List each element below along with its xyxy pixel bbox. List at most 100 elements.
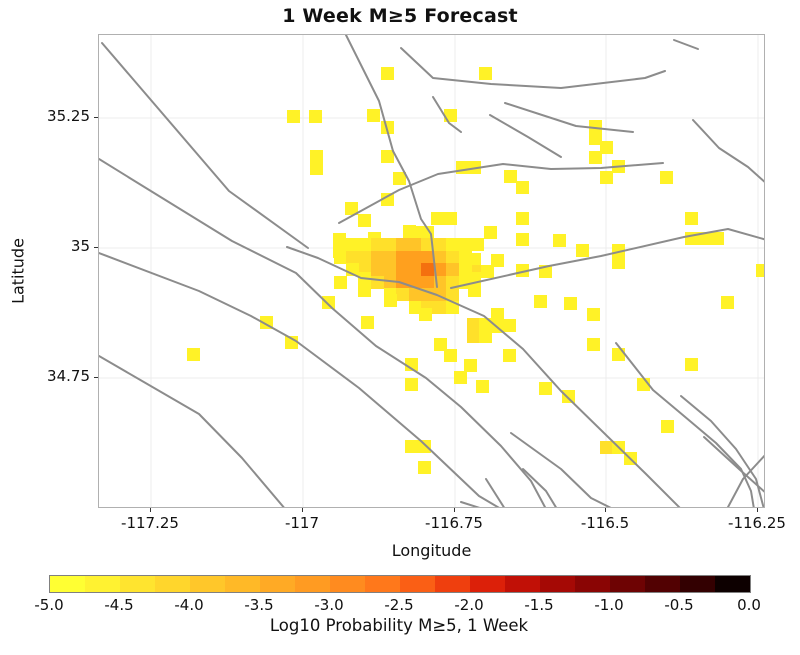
heatmap-cell: [491, 308, 504, 321]
fault-line: [345, 35, 438, 288]
heatmap-cell: [409, 251, 422, 264]
heatmap-cell: [381, 193, 394, 206]
heatmap-canvas: [99, 35, 764, 507]
heatmap-cell: [587, 308, 600, 321]
heatmap-cell: [600, 171, 613, 184]
fault-line: [673, 39, 699, 50]
colorbar-tick-label: -5.0: [34, 596, 64, 614]
heatmap-cell: [371, 263, 384, 276]
x-tick-mark: [757, 508, 758, 512]
heatmap-cell: [418, 440, 431, 453]
fault-line: [703, 436, 764, 493]
x-tick-mark: [302, 508, 303, 512]
colorbar-tick-label: -3.5: [244, 596, 274, 614]
heatmap-cell: [471, 238, 484, 251]
x-tick-mark: [150, 508, 151, 512]
heatmap-cell: [409, 226, 422, 239]
y-tick-label: 35.25: [47, 107, 90, 125]
heatmap-cell: [467, 318, 480, 331]
heatmap-cell: [381, 121, 394, 134]
heatmap-cell: [381, 150, 394, 163]
heatmap-cell: [534, 295, 547, 308]
heatmap-cell: [310, 150, 323, 163]
heatmap-cell: [434, 251, 447, 264]
colorbar-segment: [645, 576, 680, 592]
fault-line: [99, 252, 500, 507]
heatmap-cell: [418, 461, 431, 474]
heatmap-cell: [711, 232, 724, 245]
heatmap-cell: [459, 251, 472, 264]
heatmap-cell: [396, 263, 409, 276]
heatmap-cell: [409, 238, 422, 251]
fault-line: [680, 395, 764, 507]
heatmap-cell: [409, 301, 422, 314]
heatmap-cell: [444, 349, 457, 362]
heatmap-cell: [587, 338, 600, 351]
colorbar-segment: [575, 576, 610, 592]
fault-line: [99, 355, 285, 507]
colorbar-tick-label: -3.0: [314, 596, 344, 614]
heatmap-cell: [481, 265, 494, 278]
fault-line: [460, 501, 481, 507]
heatmap-cell: [446, 288, 459, 301]
heatmap-cell: [334, 251, 347, 264]
y-tick-mark: [94, 377, 98, 378]
colorbar-segment: [470, 576, 505, 592]
x-tick-label: -116.75: [425, 514, 483, 532]
plot-area: [98, 34, 765, 508]
heatmap-cell: [421, 263, 434, 276]
fault-line: [101, 42, 309, 249]
heatmap-cell: [756, 264, 764, 277]
x-tick-mark: [454, 508, 455, 512]
y-tick-mark: [94, 117, 98, 118]
heatmap-cell: [431, 212, 444, 225]
x-axis-label: Longitude: [391, 541, 472, 560]
heatmap-cell: [358, 214, 371, 227]
heatmap-cell: [446, 251, 459, 264]
y-tick-mark: [94, 247, 98, 248]
heatmap-cell: [421, 238, 434, 251]
colorbar-segment: [365, 576, 400, 592]
colorbar-label: Log10 Probability M≥5, 1 Week: [269, 616, 529, 635]
heatmap-cell: [359, 251, 372, 264]
heatmap-cell: [367, 109, 380, 122]
colorbar-tick-label: -0.5: [664, 596, 694, 614]
x-tick-label: -117.25: [121, 514, 179, 532]
heatmap-cell: [484, 226, 497, 239]
x-tick-mark: [605, 508, 606, 512]
heatmap-cell: [446, 238, 459, 251]
heatmap-cell: [371, 238, 384, 251]
heatmap-cell: [371, 251, 384, 264]
colorbar-tick-label: 0.0: [737, 596, 761, 614]
heatmap-cell: [187, 348, 200, 361]
colorbar-segment: [260, 576, 295, 592]
heatmap-cell: [564, 297, 577, 310]
heatmap-cell: [589, 132, 602, 145]
colorbar-segment: [715, 576, 750, 592]
heatmap-cell: [396, 238, 409, 251]
colorbar-segment: [50, 576, 85, 592]
colorbar-tick-label: -2.0: [454, 596, 484, 614]
heatmap-cell: [358, 284, 371, 297]
heatmap-cell: [516, 181, 529, 194]
heatmap-cell: [454, 371, 467, 384]
heatmap-cell: [576, 244, 589, 257]
heatmap-cell: [434, 263, 447, 276]
colorbar-segment: [610, 576, 645, 592]
heatmap-cell: [685, 358, 698, 371]
heatmap-cell: [698, 232, 711, 245]
fault-line: [338, 162, 664, 224]
heatmap-cell: [600, 141, 613, 154]
fault-line: [615, 342, 755, 507]
heatmap-cell: [434, 238, 447, 251]
fault-line: [450, 228, 764, 289]
colorbar-segment: [680, 576, 715, 592]
heatmap-cell: [685, 212, 698, 225]
colorbar-segment: [400, 576, 435, 592]
heatmap-cell: [346, 238, 359, 251]
heatmap-cell: [464, 359, 477, 372]
colorbar-segment: [225, 576, 260, 592]
heatmap-cell: [446, 263, 459, 276]
heatmap-cell: [334, 276, 347, 289]
heatmap-cell: [396, 251, 409, 264]
